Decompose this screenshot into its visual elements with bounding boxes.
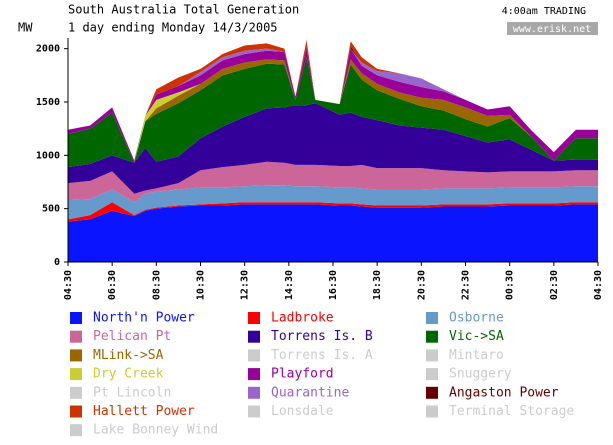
x-tick-label: 12:30 [240, 270, 251, 300]
area [68, 103, 598, 194]
legend-label: Dry Creek [93, 367, 164, 382]
legend-label: North'n Power [93, 311, 195, 326]
legend-label: Osborne [449, 311, 504, 326]
legend-label: Angaston Power [449, 385, 559, 400]
legend-label: Snuggery [449, 367, 512, 382]
x-tick-label: 02:30 [549, 270, 560, 300]
legend-label: Pelican Pt [93, 329, 171, 344]
y-tick-label: 1000 [36, 150, 60, 161]
area [68, 202, 598, 222]
source-box [507, 22, 598, 35]
legend-label: Lonsdale [271, 404, 334, 419]
x-tick-label: 00:30 [505, 270, 516, 300]
legend-swatch [426, 405, 438, 418]
x-tick-label: 04:30 [63, 270, 74, 300]
legend-swatch [426, 368, 438, 381]
legend-swatch [426, 386, 438, 399]
legend-label: Torrens Is. B [271, 329, 373, 344]
legend-swatch [426, 349, 438, 362]
legend-swatch [248, 330, 260, 343]
source: www.erisk.net [513, 24, 591, 35]
area [68, 40, 598, 161]
x-tick-label: 16:30 [328, 270, 339, 300]
legend-swatch [426, 330, 438, 343]
area [68, 48, 598, 163]
legend-swatch [70, 349, 82, 362]
legend-label: Quarantine [271, 385, 349, 400]
legend-swatch [70, 368, 82, 381]
legend-swatch [70, 405, 82, 418]
x-tick-label: 18:30 [372, 270, 383, 300]
y-tick-label: 1500 [36, 97, 60, 108]
legend-label: Hallett Power [93, 404, 195, 419]
legend-label: Pt Lincoln [93, 385, 171, 400]
x-tick-label: 06:30 [107, 270, 118, 300]
area [68, 204, 598, 262]
y-axis-label: MW [18, 21, 33, 35]
x-tick-label: 20:30 [416, 270, 427, 300]
area [68, 185, 598, 220]
x-tick-label: 14:30 [284, 270, 295, 300]
legend-swatch [70, 424, 82, 437]
x-tick-label: 08:30 [151, 270, 162, 300]
legend-swatch [248, 349, 260, 362]
x-tick-label: 04:30 [593, 270, 604, 300]
x-tick-label: 22:30 [461, 270, 472, 300]
y-tick-label: 500 [42, 204, 60, 215]
area [68, 57, 598, 168]
y-tick-label: 2000 [36, 44, 60, 55]
legend-swatch [70, 330, 82, 343]
legend-swatch [426, 312, 438, 324]
legend-swatch [70, 312, 82, 324]
legend-label: Playford [271, 367, 334, 382]
legend-label: Mintaro [449, 348, 504, 363]
chart-subtitle: 1 day ending Monday 14/3/2005 [68, 21, 278, 35]
legend-label: Terminal Storage [449, 404, 574, 419]
legend-label: Vic->SA [449, 329, 504, 344]
legend-label: Ladbroke [271, 311, 334, 326]
x-tick-label: 10:30 [196, 270, 207, 300]
chart-title: South Australia Total Generation [68, 3, 299, 17]
legend-swatch [248, 405, 260, 418]
legend-label: Torrens Is. A [271, 348, 373, 363]
legend-swatch [248, 368, 260, 381]
legend-swatch [248, 386, 260, 399]
legend-label: Lake Bonney Wind [93, 423, 218, 438]
legend-swatch [248, 312, 260, 324]
status: 4:00am TRADING [502, 6, 586, 17]
legend-label: MLink->SA [93, 348, 164, 363]
area [68, 161, 598, 203]
legend-swatch [70, 386, 82, 399]
y-tick-label: 0 [54, 257, 60, 268]
